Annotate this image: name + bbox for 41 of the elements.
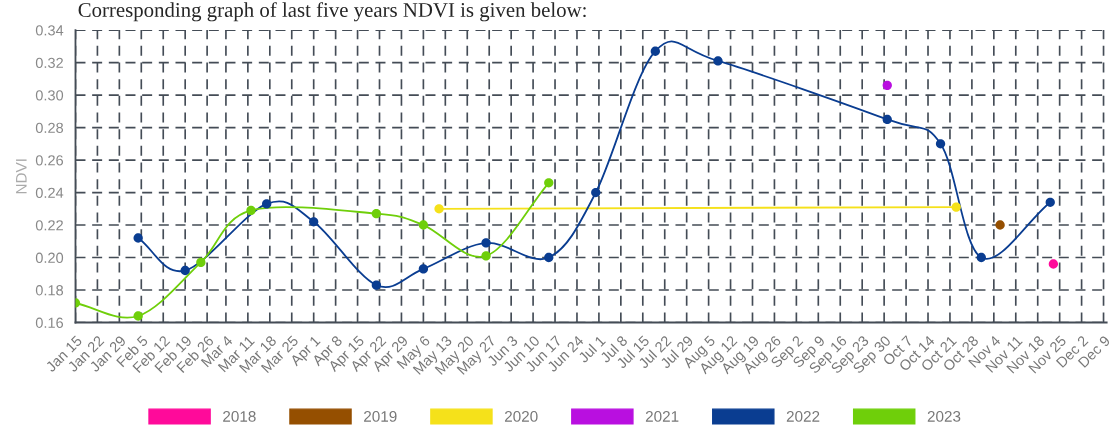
y-axis-title: NDVI xyxy=(16,159,27,194)
point xyxy=(481,238,491,248)
y-tick-label: 0.28 xyxy=(35,122,64,133)
point xyxy=(481,251,491,261)
point xyxy=(418,220,429,230)
point xyxy=(976,252,986,263)
point xyxy=(1045,197,1055,207)
y-tick-label: 0.34 xyxy=(35,25,64,36)
legend-label: 2020 xyxy=(504,411,538,422)
point xyxy=(951,202,961,212)
point xyxy=(995,220,1005,230)
legend-label: 2018 xyxy=(223,411,256,422)
y-tick-label: 0.18 xyxy=(35,285,64,296)
point xyxy=(650,46,660,56)
y-tick-label: 0.32 xyxy=(35,57,63,69)
point xyxy=(713,56,723,66)
point xyxy=(544,252,554,263)
y-tick-label: 0.20 xyxy=(35,252,64,263)
y-tick-label: 0.22 xyxy=(35,220,63,231)
legend-label: 2019 xyxy=(364,411,397,422)
point xyxy=(262,199,272,209)
point xyxy=(418,264,429,274)
point xyxy=(882,80,892,90)
point xyxy=(434,204,444,214)
legend-label: 2023 xyxy=(927,411,961,422)
point xyxy=(309,217,319,227)
point xyxy=(1048,259,1059,269)
chart-title: Corresponding graph of last five years NDVI is given below: xyxy=(78,2,586,22)
point xyxy=(246,205,256,216)
legend-label: 2022 xyxy=(786,411,820,422)
y-tick-label: 0.26 xyxy=(35,155,64,166)
point xyxy=(371,209,382,219)
point xyxy=(371,280,382,290)
y-tick-label: 0.30 xyxy=(35,90,64,101)
point xyxy=(935,139,946,149)
y-tick-label: 0.24 xyxy=(35,187,64,198)
point xyxy=(882,114,892,125)
y-tick-label: 0.16 xyxy=(35,317,64,328)
point xyxy=(591,187,601,198)
point xyxy=(544,178,554,188)
legend-label: 2021 xyxy=(645,411,679,422)
